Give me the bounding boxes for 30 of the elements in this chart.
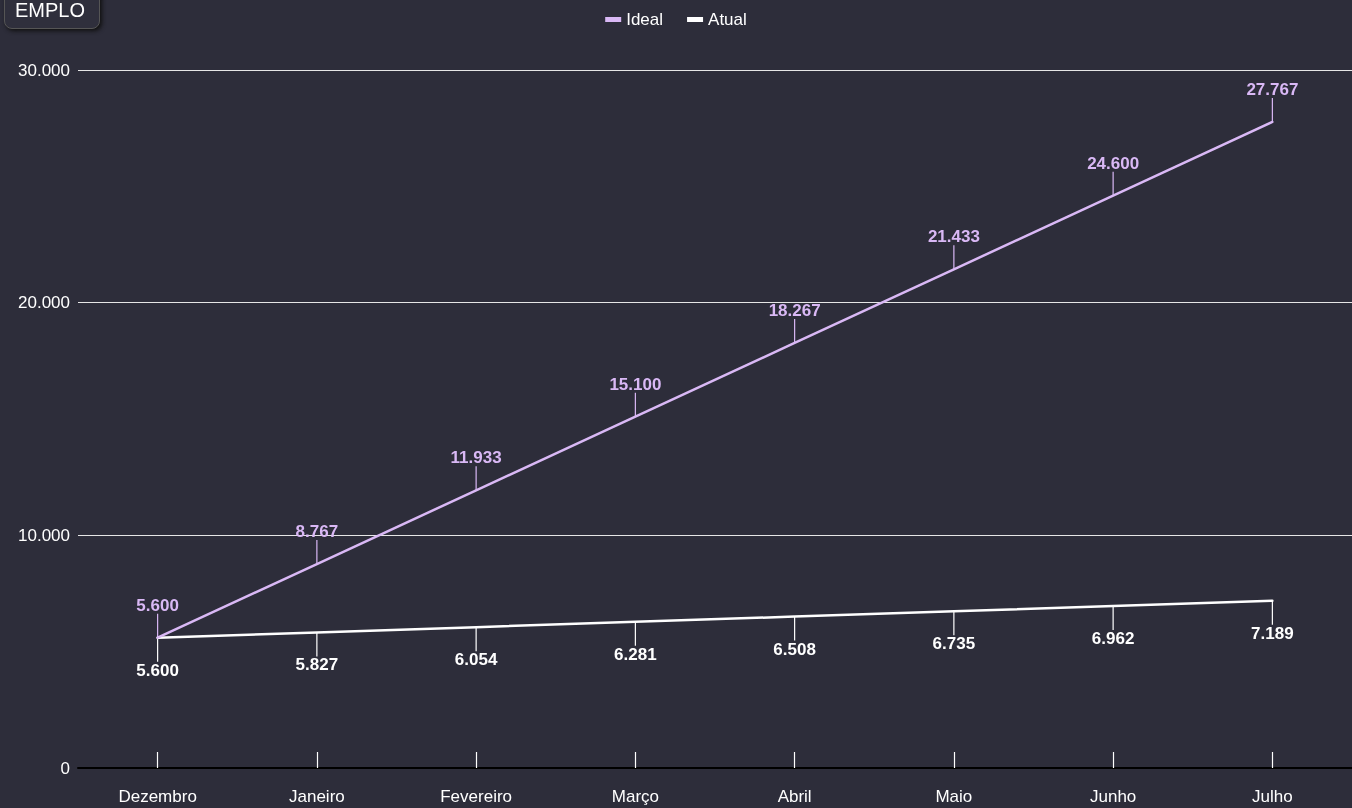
data-label: 18.267 bbox=[768, 300, 821, 320]
data-label: 7.189 bbox=[1251, 623, 1294, 643]
x-tick-label: Abril bbox=[777, 787, 812, 806]
text: EMPLO bbox=[4, 0, 101, 29]
data-label: 6.735 bbox=[932, 634, 976, 654]
x-tick-label: Março bbox=[611, 787, 659, 806]
data-label: 21.433 bbox=[927, 227, 980, 247]
x-tick-label: Dezembro bbox=[118, 787, 197, 806]
y-tick-label: 10.000 bbox=[18, 525, 70, 545]
x-tick-label: Junho bbox=[1089, 787, 1137, 806]
data-label: 11.933 bbox=[450, 448, 502, 468]
legend-label: Ideal bbox=[626, 10, 664, 29]
x-tick-label: Maio bbox=[935, 787, 973, 806]
x-tick-label: Fevereiro bbox=[440, 787, 513, 806]
data-label: 6.054 bbox=[454, 650, 498, 670]
data-label: 6.281 bbox=[614, 644, 657, 664]
data-label: 15.100 bbox=[609, 374, 662, 394]
data-label: 5.600 bbox=[136, 595, 179, 615]
legend-label: Atual bbox=[708, 10, 747, 29]
x-tick-label: Julho bbox=[1252, 787, 1293, 806]
x-tick-label: Janeiro bbox=[288, 787, 345, 806]
data-label: 6.508 bbox=[773, 639, 816, 659]
data-label: 6.962 bbox=[1091, 629, 1135, 649]
y-tick-label: 30.000 bbox=[18, 60, 70, 80]
y-tick-label: 0 bbox=[60, 758, 70, 778]
y-tick-label: 20.000 bbox=[18, 293, 70, 313]
data-label: 5.600 bbox=[136, 660, 179, 680]
data-label: 5.827 bbox=[295, 655, 339, 675]
data-label: 27.767 bbox=[1246, 79, 1299, 99]
data-label: 24.600 bbox=[1087, 153, 1140, 173]
